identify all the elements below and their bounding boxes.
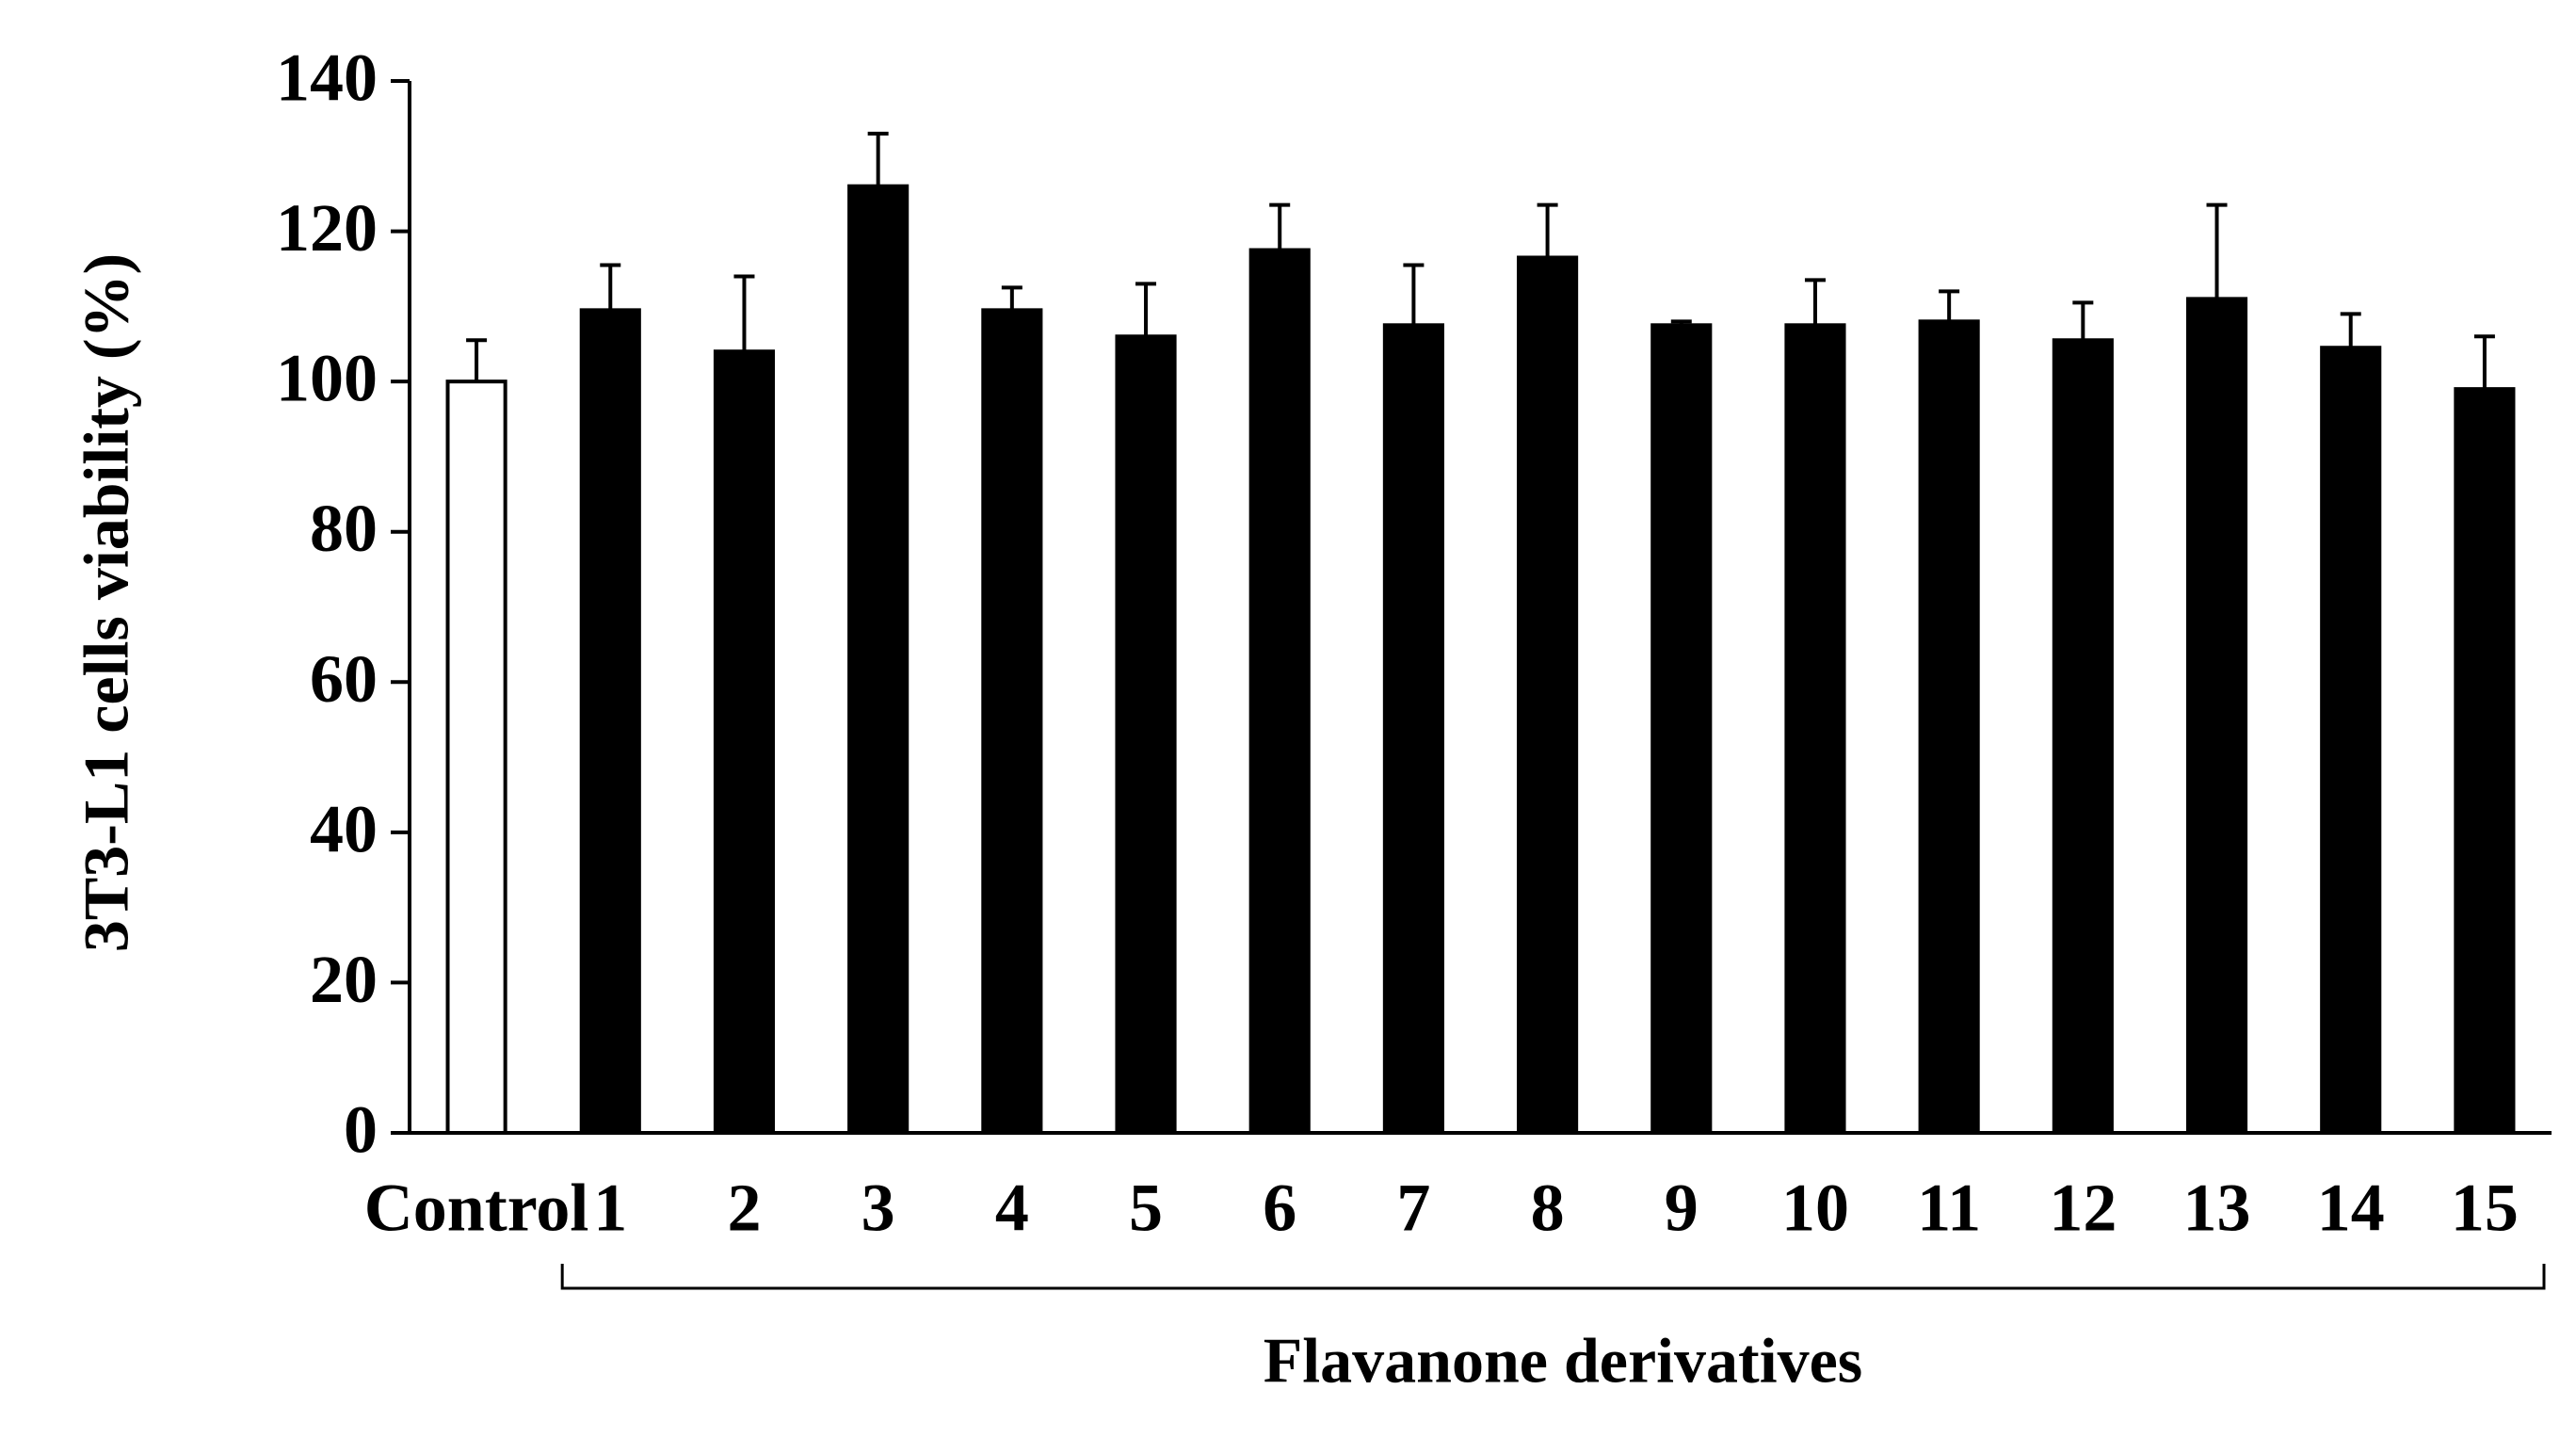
x-tick-label: 11 — [1917, 1171, 1981, 1246]
bar — [2454, 387, 2516, 1136]
bar — [2185, 297, 2248, 1135]
bar — [445, 380, 507, 1135]
bar — [2320, 346, 2382, 1136]
x-tick-label: 3 — [861, 1171, 895, 1246]
bar — [981, 308, 1043, 1135]
y-tick-label: 80 — [310, 491, 378, 566]
x-tick-label: 5 — [1129, 1171, 1163, 1246]
bar — [1650, 323, 1713, 1135]
x-tick-label: Control — [364, 1171, 589, 1246]
x-tick-label: 4 — [995, 1171, 1029, 1246]
bar — [579, 308, 641, 1135]
bar — [1382, 323, 1444, 1135]
y-tick-label: 140 — [276, 40, 378, 116]
x-tick-label: 2 — [727, 1171, 761, 1246]
bar — [1784, 323, 1846, 1135]
bracket-label: Flavanone derivatives — [1264, 1325, 1863, 1397]
y-axis-label: 3T3-L1 cells viability (%) — [71, 253, 142, 952]
x-tick-label: 7 — [1396, 1171, 1430, 1246]
x-tick-label: 15 — [2451, 1171, 2519, 1246]
y-tick-label: 120 — [276, 190, 378, 266]
x-tick-label: 8 — [1531, 1171, 1565, 1246]
bar — [713, 349, 776, 1135]
x-tick-label: 9 — [1665, 1171, 1699, 1246]
x-tick-label: 6 — [1263, 1171, 1296, 1246]
x-tick-label: 10 — [1781, 1171, 1849, 1246]
y-tick-label: 40 — [310, 791, 378, 866]
bar — [1918, 319, 1980, 1136]
y-tick-label: 60 — [310, 641, 378, 717]
y-tick-label: 20 — [310, 942, 378, 1017]
bar — [2052, 338, 2114, 1135]
y-tick-label: 0 — [344, 1092, 378, 1168]
bracket — [560, 1264, 2546, 1290]
y-tick-label: 100 — [276, 341, 378, 416]
x-tick-label: 12 — [2049, 1171, 2117, 1246]
bar — [1517, 255, 1579, 1136]
bar — [1248, 248, 1311, 1135]
bar — [1115, 334, 1177, 1135]
bar — [847, 184, 910, 1135]
x-tick-label: 1 — [593, 1171, 627, 1246]
x-tick-label: 13 — [2183, 1171, 2251, 1246]
x-tick-label: 14 — [2317, 1171, 2385, 1246]
